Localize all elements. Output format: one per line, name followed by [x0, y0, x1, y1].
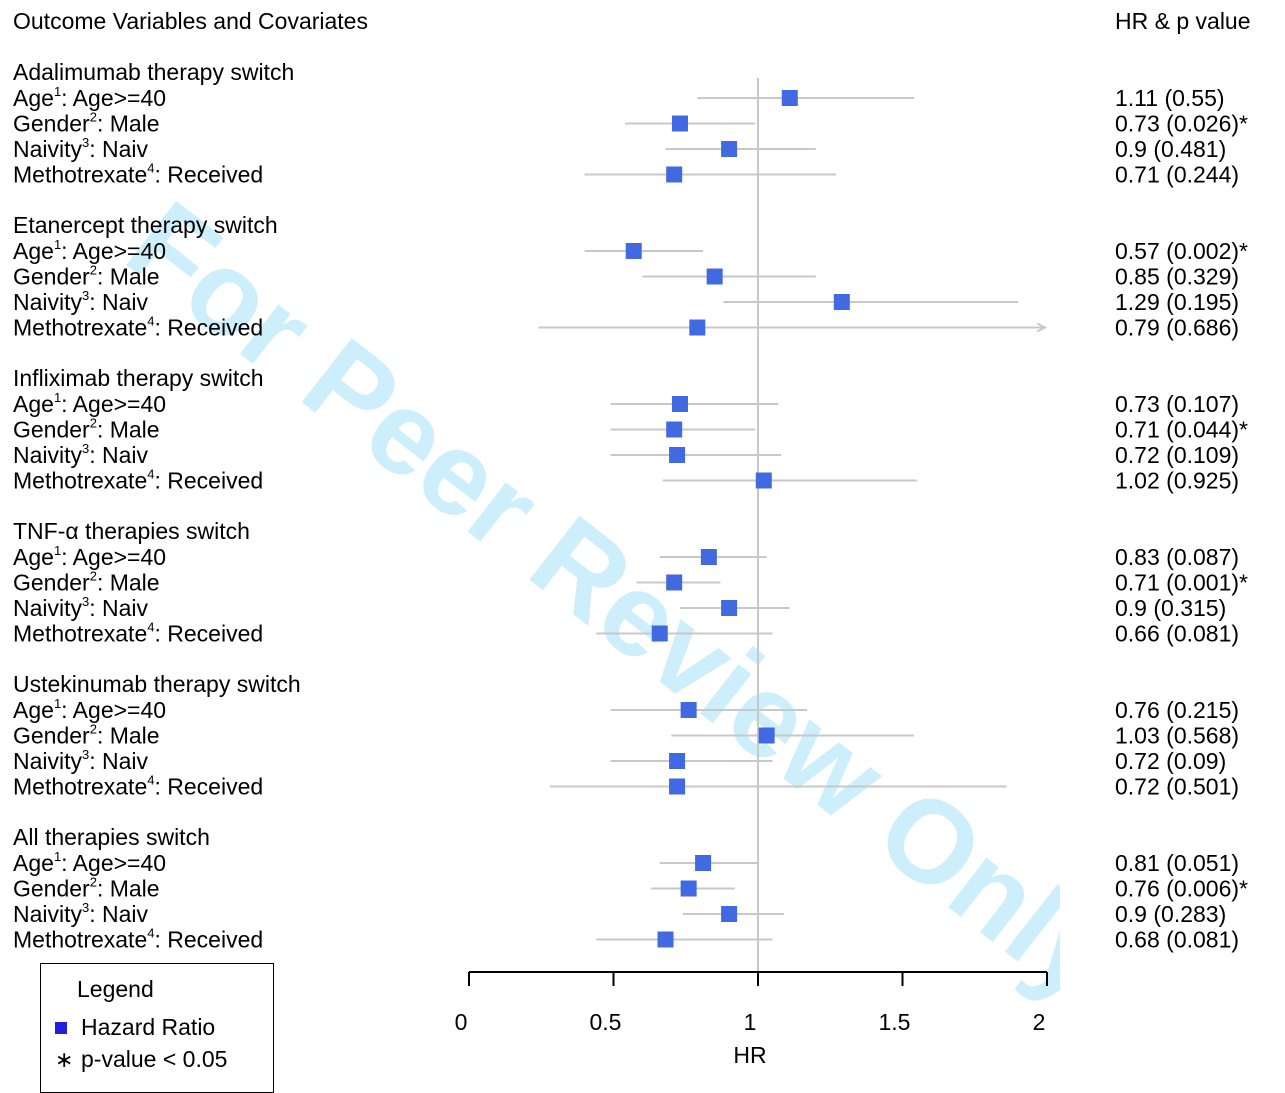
covariate-label: Age1: Age>=40	[13, 849, 166, 876]
hr-p-value: 0.68 (0.081)	[1115, 927, 1239, 953]
hazard-ratio-point	[669, 778, 686, 795]
covariate-label: Naivity3: Naiv	[13, 900, 149, 927]
covariate-label: Naivity3: Naiv	[13, 594, 149, 621]
hazard-ratio-point	[669, 753, 686, 769]
square-marker-icon	[55, 1021, 67, 1034]
hazard-ratio-point	[755, 472, 772, 489]
hr-p-value: 0.85 (0.329)	[1115, 264, 1239, 290]
covariate-label: Methotrexate4: Received	[13, 773, 263, 800]
hazard-ratio-point	[781, 90, 798, 106]
hazard-ratio-point	[833, 294, 850, 310]
covariate-label: Gender2: Male	[13, 263, 160, 290]
hazard-ratio-point	[625, 243, 642, 259]
group-title: All therapies switch	[13, 824, 210, 850]
group-title: TNF-α therapies switch	[13, 518, 250, 544]
x-tick-label: 1.5	[879, 1009, 911, 1035]
hr-p-value: 0.9 (0.481)	[1115, 136, 1226, 162]
covariate-label: Naivity3: Naiv	[13, 288, 149, 315]
hazard-ratio-point	[671, 396, 688, 412]
x-tick-label: 0	[455, 1009, 468, 1035]
hr-p-value: 0.79 (0.686)	[1115, 315, 1239, 341]
covariate-label: Naivity3: Naiv	[13, 135, 149, 162]
legend-hazard-label: Hazard Ratio	[81, 1014, 216, 1040]
group-title: Infliximab therapy switch	[13, 365, 264, 391]
group-title: Etanercept therapy switch	[13, 212, 278, 238]
hr-p-value: 0.83 (0.087)	[1115, 544, 1239, 570]
group-title: Adalimumab therapy switch	[13, 59, 294, 85]
hr-p-value: 0.71 (0.244)	[1115, 162, 1239, 188]
hr-p-value: 1.29 (0.195)	[1115, 289, 1239, 315]
covariate-label: Methotrexate4: Received	[13, 314, 263, 341]
covariate-label: Gender2: Male	[13, 416, 160, 443]
hazard-ratio-point	[706, 268, 723, 285]
group-title: Ustekinumab therapy switch	[13, 671, 301, 697]
covariate-label: Age1: Age>=40	[13, 237, 166, 264]
covariate-label: Age1: Age>=40	[13, 84, 166, 111]
legend-pvalue-label: p-value < 0.05	[81, 1046, 228, 1072]
hr-p-value: 0.72 (0.109)	[1115, 442, 1239, 468]
hazard-ratio-point	[758, 727, 775, 744]
hr-p-value: 1.02 (0.925)	[1115, 468, 1239, 494]
covariate-label: Gender2: Male	[13, 875, 160, 902]
hr-p-value: 0.81 (0.051)	[1115, 850, 1239, 876]
hr-p-value: 0.9 (0.283)	[1115, 901, 1226, 927]
hr-p-value: 0.73 (0.026)*	[1115, 111, 1248, 137]
covariate-label: Age1: Age>=40	[13, 543, 166, 570]
hr-p-value: 0.71 (0.044)*	[1115, 417, 1248, 443]
legend-item-pvalue: ∗ p-value < 0.05	[55, 1046, 227, 1073]
hr-p-value: 0.73 (0.107)	[1115, 391, 1239, 417]
x-tick-label: 1	[744, 1009, 757, 1035]
hazard-ratio-point	[721, 906, 738, 922]
hazard-ratio-point	[721, 600, 738, 616]
covariate-label: Naivity3: Naiv	[13, 747, 149, 774]
covariate-label: Methotrexate4: Received	[13, 926, 263, 953]
hr-p-value: 0.66 (0.081)	[1115, 621, 1239, 647]
covariate-label: Methotrexate4: Received	[13, 620, 263, 647]
covariate-label: Gender2: Male	[13, 110, 160, 137]
legend: Legend Hazard Ratio ∗ p-value < 0.05	[40, 963, 274, 1093]
hazard-ratio-point	[657, 931, 674, 948]
hr-column-header: HR & p value	[1115, 8, 1251, 34]
covariate-label: Gender2: Male	[13, 569, 160, 596]
hr-p-value: 0.72 (0.09)	[1115, 748, 1226, 774]
covariate-label: Gender2: Male	[13, 722, 160, 749]
hazard-ratio-point	[680, 702, 697, 718]
hazard-ratio-point	[721, 141, 738, 157]
hazard-ratio-point	[671, 115, 688, 132]
x-tick-label: 0.5	[590, 1009, 622, 1035]
asterisk-icon: ∗	[55, 1046, 74, 1072]
legend-title: Legend	[77, 976, 154, 1002]
hr-p-value: 0.57 (0.002)*	[1115, 238, 1248, 264]
covariate-label: Age1: Age>=40	[13, 696, 166, 723]
covariate-label: Age1: Age>=40	[13, 390, 166, 417]
x-axis-label: HR	[733, 1042, 766, 1068]
hazard-ratio-point	[666, 166, 683, 183]
hazard-ratio-point	[695, 855, 712, 871]
covariate-label: Naivity3: Naiv	[13, 441, 149, 468]
hr-p-value: 0.9 (0.315)	[1115, 595, 1226, 621]
x-tick-label: 2	[1033, 1009, 1046, 1035]
covariates-column-header: Outcome Variables and Covariates	[13, 8, 368, 34]
covariate-label: Methotrexate4: Received	[13, 467, 263, 494]
hazard-ratio-point	[666, 574, 683, 591]
hr-p-value: 0.76 (0.215)	[1115, 697, 1239, 723]
hazard-ratio-point	[651, 625, 668, 642]
hr-p-value: 1.11 (0.55)	[1115, 85, 1225, 111]
hr-p-value: 0.76 (0.006)*	[1115, 876, 1248, 902]
hazard-ratio-point	[666, 421, 683, 438]
covariate-label: Methotrexate4: Received	[13, 161, 263, 188]
legend-item-hazard-ratio: Hazard Ratio	[55, 1014, 215, 1041]
hr-p-value: 1.03 (0.568)	[1115, 723, 1239, 749]
ci-arrow	[1036, 322, 1048, 333]
hazard-ratio-point	[680, 880, 697, 897]
hr-p-value: 0.71 (0.001)*	[1115, 570, 1248, 596]
hazard-ratio-point	[700, 549, 717, 565]
hr-p-value: 0.72 (0.501)	[1115, 774, 1239, 800]
hazard-ratio-point	[669, 447, 686, 463]
hazard-ratio-point	[689, 319, 706, 336]
